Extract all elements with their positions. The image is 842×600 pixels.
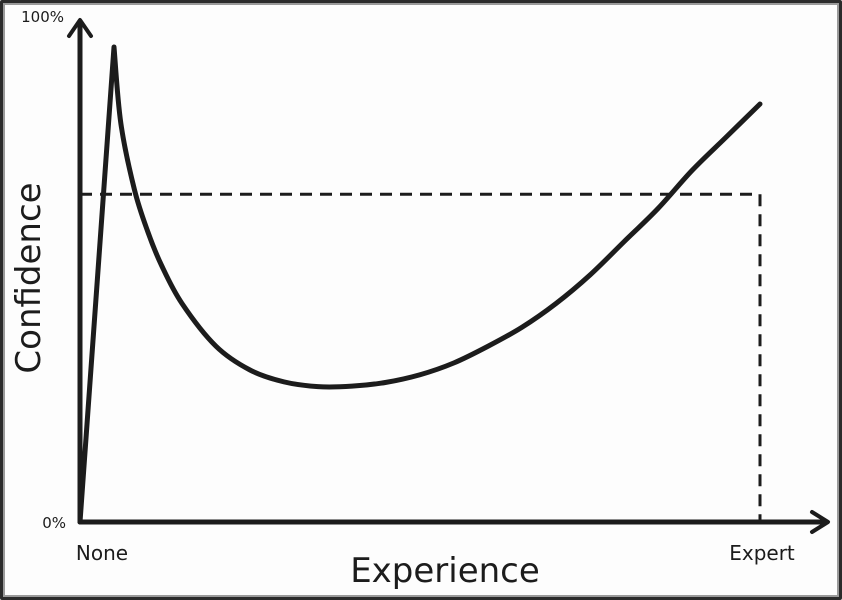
y-tick-label-top: 100% — [21, 8, 64, 26]
y-tick-label-bottom: 0% — [42, 514, 66, 532]
axes — [67, 18, 830, 534]
x-tick-label-left: None — [76, 541, 128, 565]
confidence-curve — [77, 44, 763, 525]
x-axis-title: Experience — [350, 551, 540, 591]
x-tick-label-right: Expert — [729, 541, 795, 565]
y-axis-arrowhead — [67, 18, 93, 38]
x-axis-arrowhead — [810, 510, 830, 534]
y-axis-title: Confidence — [9, 182, 49, 373]
